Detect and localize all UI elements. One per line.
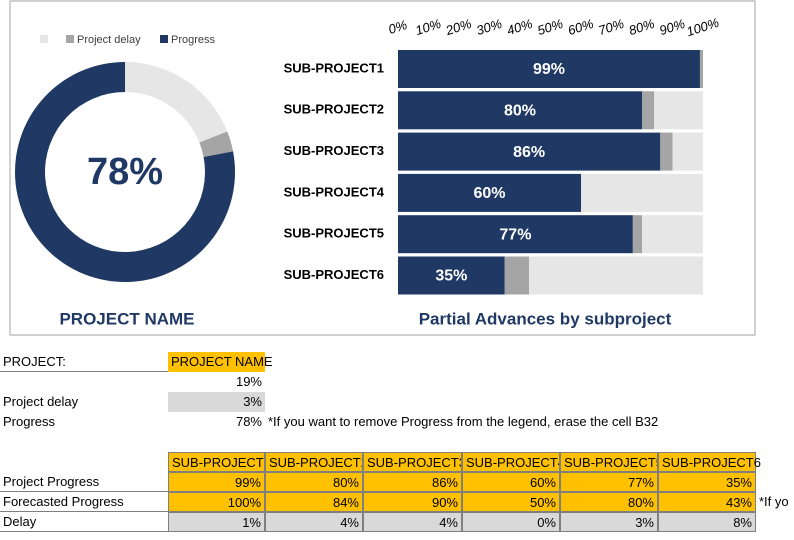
category-label: SUB-PROJECT4 — [284, 184, 385, 199]
cell[interactable]: Delay — [0, 512, 168, 532]
cell[interactable]: 90% — [363, 492, 462, 512]
bar-value-label: 60% — [473, 185, 505, 202]
cell[interactable]: 3% — [168, 392, 265, 412]
bar-segment — [398, 215, 633, 254]
category-label: SUB-PROJECT3 — [284, 143, 384, 158]
cell[interactable]: 80% — [265, 472, 363, 492]
donut-segment — [125, 62, 228, 143]
bar-segment — [529, 256, 703, 295]
x-tick-label: 30% — [474, 16, 503, 38]
cell[interactable]: 60% — [462, 472, 560, 492]
bar-segment — [504, 256, 530, 295]
bar-value-label: 86% — [513, 144, 545, 161]
chart-title: Partial Advances by subproject — [419, 309, 672, 328]
bar-value-label: 77% — [499, 226, 531, 243]
category-label: SUB-PROJECT1 — [284, 60, 384, 75]
bar-segment — [398, 50, 700, 88]
x-tick-label: 20% — [443, 16, 473, 39]
legend-swatch — [160, 35, 168, 43]
x-tick-label: 80% — [627, 16, 656, 38]
bar-segment — [398, 173, 581, 212]
legend-swatch — [66, 35, 74, 43]
cell[interactable]: 35% — [658, 472, 756, 492]
cell[interactable]: Project delay — [3, 394, 79, 409]
bar-value-label: 80% — [504, 103, 536, 120]
bar-segment — [398, 256, 505, 295]
cell[interactable]: 43% — [658, 492, 756, 512]
x-tick-label: 90% — [657, 16, 686, 38]
bar-segment — [642, 215, 703, 254]
cell[interactable]: SUB-PROJECT3 — [363, 452, 462, 472]
cell[interactable]: 0% — [462, 512, 560, 532]
x-tick-label: 40% — [505, 16, 534, 38]
cell[interactable]: PROJECT NAME — [168, 352, 273, 372]
cell[interactable]: 3% — [560, 512, 658, 532]
cell[interactable]: 100% — [168, 492, 265, 512]
bar-segment — [632, 215, 642, 254]
cell[interactable]: PROJECT: — [0, 352, 168, 372]
cell[interactable]: 86% — [363, 472, 462, 492]
cell[interactable]: 77% — [560, 472, 658, 492]
donut-segment — [199, 131, 234, 158]
cell[interactable]: 19% — [235, 374, 262, 389]
cell[interactable]: SUB-PROJECT2 — [265, 452, 363, 472]
cell[interactable]: 8% — [658, 512, 756, 532]
cell[interactable]: 80% — [560, 492, 658, 512]
cell[interactable]: 99% — [168, 472, 265, 492]
chart-frame — [9, 0, 756, 336]
cell[interactable]: 4% — [265, 512, 363, 532]
bar-segment — [672, 132, 703, 171]
legend-label: Progress — [171, 34, 216, 46]
cell[interactable]: SUB-PROJECT4 — [462, 452, 560, 472]
center-label: 78% — [87, 151, 163, 193]
cell[interactable]: 1% — [168, 512, 265, 532]
x-tick-label: 60% — [566, 16, 595, 38]
cell[interactable]: 84% — [265, 492, 363, 512]
bar-segment — [654, 91, 703, 130]
category-label: SUB-PROJECT2 — [284, 102, 384, 117]
legend-swatch — [40, 35, 48, 43]
cell[interactable]: Project Progress — [0, 472, 168, 492]
cell[interactable]: 4% — [363, 512, 462, 532]
bar-value-label: 35% — [435, 268, 467, 285]
x-tick-label: 70% — [596, 16, 625, 38]
x-tick-label: 50% — [535, 16, 564, 38]
category-label: SUB-PROJECT5 — [284, 226, 384, 241]
cell[interactable]: Forecasted Progress — [0, 492, 168, 512]
cell[interactable]: *If yo — [759, 494, 789, 509]
bar-segment — [699, 50, 703, 88]
bar-segment — [398, 91, 642, 130]
bar-segment — [398, 132, 661, 171]
cell[interactable]: Progress — [3, 414, 56, 429]
category-label: SUB-PROJECT6 — [284, 267, 384, 282]
cell[interactable]: *If you want to remove Progress from the… — [268, 414, 659, 429]
x-tick-label: 0% — [386, 17, 409, 37]
bar-segment — [660, 132, 673, 171]
chart-title: PROJECT NAME — [59, 309, 194, 328]
cell[interactable]: 50% — [462, 492, 560, 512]
x-tick-label: 100% — [685, 15, 721, 40]
bar-segment — [642, 91, 655, 130]
bar-segment — [581, 173, 703, 212]
bar-value-label: 99% — [533, 61, 565, 78]
x-tick-label: 10% — [413, 16, 442, 38]
legend-label: Project delay — [77, 34, 141, 46]
cell[interactable]: SUB-PROJECT5 — [560, 452, 658, 472]
cell[interactable]: SUB-PROJECT6 — [658, 452, 761, 472]
cell[interactable]: 78% — [235, 414, 262, 429]
cell[interactable]: SUB-PROJECT1 — [168, 452, 265, 472]
